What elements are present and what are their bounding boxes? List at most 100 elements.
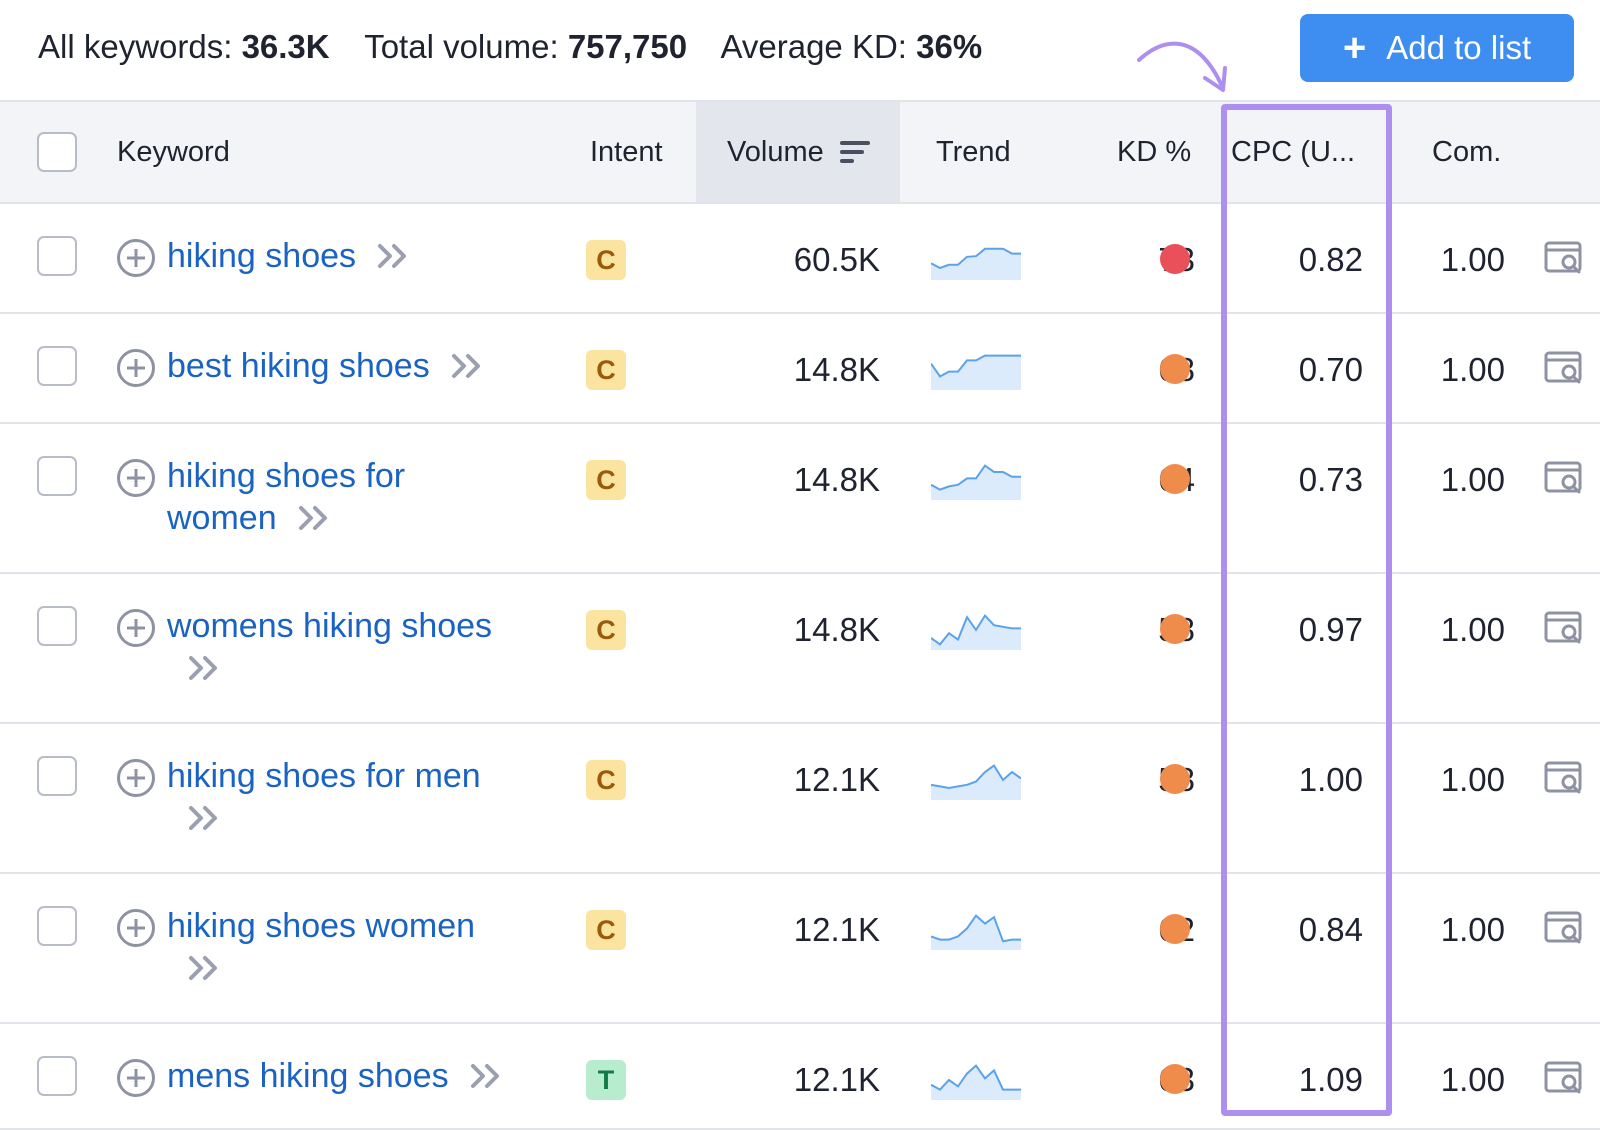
trend-sparkline <box>930 236 1021 285</box>
trend-line <box>930 914 1021 943</box>
cpc-value: 0.70 <box>1298 351 1363 388</box>
trend-sparkline <box>930 606 1021 655</box>
keyword-cell: best hiking shoes <box>167 345 567 389</box>
row-checkbox[interactable] <box>37 346 77 386</box>
intent-badge: C <box>586 760 626 800</box>
trend-area <box>931 1065 1021 1100</box>
competition-value: 1.00 <box>1440 241 1505 278</box>
add-keyword-plus-icon[interactable] <box>117 349 155 387</box>
serp-preview-icon[interactable] <box>1544 350 1584 391</box>
trend-area <box>931 765 1021 800</box>
add-keyword-plus-icon[interactable] <box>117 459 155 497</box>
add-keyword-plus-icon[interactable] <box>117 1059 155 1097</box>
column-header-com[interactable]: Com. <box>1432 135 1502 168</box>
keyword-cell: hiking shoes women <box>167 905 567 991</box>
double-chevron-right-icon[interactable] <box>450 347 484 389</box>
add-keyword-plus-icon[interactable] <box>117 239 155 277</box>
column-header-volume[interactable]: Volume <box>727 102 870 202</box>
trend-sparkline-svg <box>930 464 1021 500</box>
volume-value: 12.1K <box>793 1061 880 1098</box>
add-keyword-plus-icon[interactable] <box>117 609 155 647</box>
serp-preview-icon[interactable] <box>1544 240 1584 281</box>
kd-difficulty-dot <box>1160 354 1190 384</box>
double-chevron-right-icon[interactable] <box>187 649 221 691</box>
column-header-trend[interactable]: Trend <box>936 135 1011 168</box>
intent-badge: C <box>586 610 626 650</box>
trend-sparkline <box>930 456 1021 505</box>
intent-badge: T <box>586 1060 626 1100</box>
intent-badge: C <box>586 240 626 280</box>
volume-value: 12.1K <box>793 761 880 798</box>
trend-line <box>930 464 1021 491</box>
double-chevron-right-icon[interactable] <box>376 237 410 279</box>
cpc-value: 0.73 <box>1298 461 1363 498</box>
select-all-checkbox[interactable] <box>37 132 77 172</box>
column-header-kd[interactable]: KD % <box>1117 135 1192 168</box>
table-header: Keyword Intent Volume Trend KD % CPC (U.… <box>0 100 1600 204</box>
keyword-link-line[interactable]: mens hiking shoes <box>167 1057 449 1095</box>
serp-preview-icon[interactable] <box>1544 610 1584 651</box>
row-checkbox[interactable] <box>37 236 77 276</box>
average-kd-label: Average KD: <box>720 28 907 65</box>
row-checkbox[interactable] <box>37 606 77 646</box>
keyword-cell: hiking shoes for men <box>167 755 567 841</box>
trend-sparkline-svg <box>930 764 1022 800</box>
trend-line <box>930 247 1021 270</box>
add-keyword-plus-icon[interactable] <box>117 759 155 797</box>
row-checkbox[interactable] <box>37 756 77 796</box>
keyword-link-line[interactable]: hiking shoes women <box>167 907 476 945</box>
kd-difficulty-dot <box>1160 764 1190 794</box>
serp-preview-icon[interactable] <box>1544 1060 1584 1101</box>
row-checkbox[interactable] <box>37 456 77 496</box>
competition-value: 1.00 <box>1440 1061 1505 1098</box>
double-chevron-right-icon[interactable] <box>297 499 331 541</box>
keyword-link-line[interactable]: womens hiking shoes <box>167 607 493 645</box>
intent-badge: C <box>586 460 626 500</box>
keyword-cell: hiking shoes <box>167 235 567 279</box>
add-to-list-button[interactable]: + Add to list <box>1300 14 1574 82</box>
serp-preview-icon[interactable] <box>1544 460 1584 501</box>
keyword-link-line[interactable]: hiking shoes for men <box>167 757 481 795</box>
column-header-intent[interactable]: Intent <box>590 135 663 168</box>
competition-value: 1.00 <box>1440 351 1505 388</box>
trend-sparkline <box>930 1056 1021 1105</box>
cpc-value: 0.82 <box>1298 241 1363 278</box>
all-keywords-label: All keywords: <box>38 28 233 65</box>
double-chevron-right-icon[interactable] <box>187 799 221 841</box>
plus-icon: + <box>1342 26 1367 70</box>
summary-stats: All keywords: 36.3K Total volume: 757,75… <box>38 28 982 66</box>
trend-area <box>931 248 1021 280</box>
column-header-keyword[interactable]: Keyword <box>117 135 230 168</box>
curved-arrow-icon <box>1137 41 1227 92</box>
double-chevron-right-icon[interactable] <box>469 1057 503 1099</box>
kd-difficulty-dot <box>1160 464 1190 494</box>
add-keyword-plus-icon[interactable] <box>117 909 155 947</box>
volume-value: 14.8K <box>793 461 880 498</box>
keyword-link-line[interactable]: hiking shoes for <box>167 457 406 495</box>
competition-value: 1.00 <box>1440 911 1505 948</box>
trend-sparkline <box>930 756 1022 805</box>
serp-preview-icon[interactable] <box>1544 760 1584 801</box>
keyword-link-line[interactable]: best hiking shoes <box>167 347 430 385</box>
row-checkbox[interactable] <box>37 1056 77 1096</box>
kd-difficulty-dot <box>1160 244 1190 274</box>
serp-preview-icon[interactable] <box>1544 910 1584 951</box>
column-header-cpc[interactable]: CPC (U... <box>1231 135 1356 168</box>
keyword-link-line[interactable]: hiking shoes <box>167 237 357 275</box>
intent-badge: C <box>586 350 626 390</box>
keyword-link-line[interactable]: women <box>167 499 277 537</box>
competition-value: 1.00 <box>1440 761 1505 798</box>
trend-sparkline-svg <box>930 354 1021 390</box>
row-checkbox[interactable] <box>37 906 77 946</box>
column-header-volume-label: Volume <box>727 135 824 168</box>
sort-descending-icon[interactable] <box>839 141 870 163</box>
trend-sparkline-svg <box>930 247 1021 280</box>
volume-column-sorted-bg <box>696 102 900 202</box>
trend-line <box>930 613 1021 646</box>
average-kd-value: 36% <box>916 28 983 65</box>
double-chevron-right-icon[interactable] <box>187 949 221 991</box>
trend-line <box>930 354 1021 378</box>
all-keywords-value: 36.3K <box>241 28 330 65</box>
